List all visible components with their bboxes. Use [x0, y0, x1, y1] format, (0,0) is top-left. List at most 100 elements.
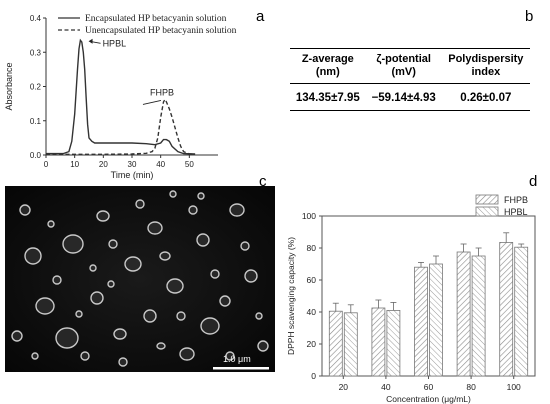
x-tick-label: 20: [339, 382, 349, 392]
annotation-arrow: [142, 100, 162, 105]
particle: [89, 264, 97, 272]
particle: [35, 297, 55, 315]
particle: [24, 247, 42, 265]
particle: [96, 210, 110, 222]
particle: [90, 291, 104, 305]
table-cell-polydispersity: 0.26±0.07: [441, 83, 530, 111]
particle: [210, 269, 220, 279]
y-tick-label: 80: [307, 243, 317, 253]
particle: [229, 203, 245, 217]
particle: [244, 269, 258, 283]
particle: [19, 204, 31, 216]
particle: [75, 310, 83, 318]
particle: [143, 309, 157, 323]
particle: [257, 340, 269, 352]
tem-micrograph: 1.0 μm: [5, 186, 275, 372]
bar-hpbl: [514, 246, 529, 377]
y-axis-label: DPPH scavenging capacity (%): [286, 237, 296, 355]
y-axis-label: Absorbance: [4, 62, 14, 110]
legend-label: HPBL: [504, 207, 528, 217]
bar-hpbl: [429, 263, 443, 377]
particle: [107, 280, 115, 288]
series-line-encapsulated: [46, 38, 196, 155]
table-cell-zeta-potential: −59.14±4.93: [365, 83, 442, 111]
x-tick-label: 50: [185, 160, 194, 169]
y-tick-label: 0.2: [30, 83, 42, 92]
particle: [118, 357, 128, 367]
bar-fhpb: [414, 266, 428, 377]
particle: [62, 234, 84, 254]
legend-label: Encapsulated HP betacyanin solution: [85, 14, 227, 24]
x-tick-label: 80: [466, 382, 476, 392]
scale-bar-label: 1.0 μm: [223, 354, 251, 364]
x-tick-label: 30: [128, 160, 137, 169]
legend-swatch: [475, 194, 499, 205]
particle: [47, 220, 55, 228]
particle: [188, 205, 198, 215]
legend-label: FHPB: [504, 195, 528, 205]
particle: [156, 342, 166, 350]
particle: [159, 251, 171, 261]
x-tick-label: 0: [44, 160, 49, 169]
y-tick-label: 0.4: [30, 14, 42, 23]
particle: [31, 352, 39, 360]
x-tick-label: 40: [381, 382, 391, 392]
particle: [135, 199, 145, 209]
particle: [255, 312, 263, 320]
particle: [225, 351, 235, 361]
particle: [196, 233, 210, 247]
particle: [179, 347, 195, 361]
bar-fhpb: [499, 242, 514, 377]
y-tick-label: 60: [307, 275, 317, 285]
legend-swatch: [475, 206, 499, 217]
panel-label-c: c: [259, 173, 267, 190]
table-cell-z-average: 134.35±7.95: [290, 83, 366, 111]
y-tick-label: 20: [307, 339, 317, 349]
table-header-polydispersity: Polydispersity index: [441, 48, 530, 84]
particle: [197, 192, 205, 200]
particle: [169, 190, 177, 198]
y-tick-label: 40: [307, 307, 317, 317]
panel-label-d: d: [529, 173, 538, 190]
panel-label-b: b: [525, 8, 534, 25]
particle: [166, 278, 184, 294]
absorbance-chart: 0.0 0.1 0.2 0.3 0.4 0 10 20 30 40 50 Time (min) Abso…: [4, 14, 237, 180]
bar-fhpb: [328, 310, 343, 377]
particle: [147, 221, 163, 235]
table-header-zeta-potential: ζ-potential (mV): [365, 48, 442, 84]
particle: [176, 311, 186, 321]
dpph-bar-chart: 0 20 40 60 80 100 20 40 60 80 100 Concentration (μg…: [286, 194, 536, 404]
particle: [55, 327, 79, 349]
bar-hpbl: [471, 255, 486, 377]
particle: [124, 256, 142, 272]
particle: [11, 330, 23, 342]
y-tick-label: 0.1: [30, 117, 42, 126]
micrograph-particles: [5, 186, 275, 372]
scale-bar: [213, 367, 269, 370]
table-header-z-average: Z-average (nm): [290, 48, 366, 84]
annotation-fhpb: FHPB: [150, 87, 174, 97]
y-tick-label: 0: [311, 371, 316, 381]
particle: [113, 328, 127, 340]
bar-fhpb: [456, 251, 471, 377]
particle: [52, 275, 62, 285]
bar-hpbl: [386, 309, 401, 377]
x-tick-label: 100: [507, 382, 521, 392]
bar-fhpb: [371, 307, 386, 377]
particle: [219, 295, 231, 307]
y-tick-label: 100: [302, 211, 316, 221]
annotation-hpbl: HPBL: [103, 38, 127, 48]
legend-label: Unencapsulated HP betacyanin solution: [85, 26, 237, 36]
x-tick-label: 10: [70, 160, 79, 169]
x-tick-label: 20: [99, 160, 108, 169]
annotation-arrowhead: [88, 38, 93, 44]
x-axis-label: Concentration (μg/mL): [386, 394, 471, 404]
x-tick-label: 40: [156, 160, 165, 169]
x-tick-label: 60: [424, 382, 434, 392]
panel-label-a: a: [256, 8, 265, 25]
table-row: 134.35±7.95 −59.14±4.93 0.26±0.07: [290, 83, 530, 111]
series-line-unencapsulated: [46, 98, 196, 156]
particle-properties-table: Z-average (nm) ζ-potential (mV) Polydisper…: [290, 48, 530, 111]
particle: [200, 317, 220, 335]
particle: [240, 241, 250, 251]
